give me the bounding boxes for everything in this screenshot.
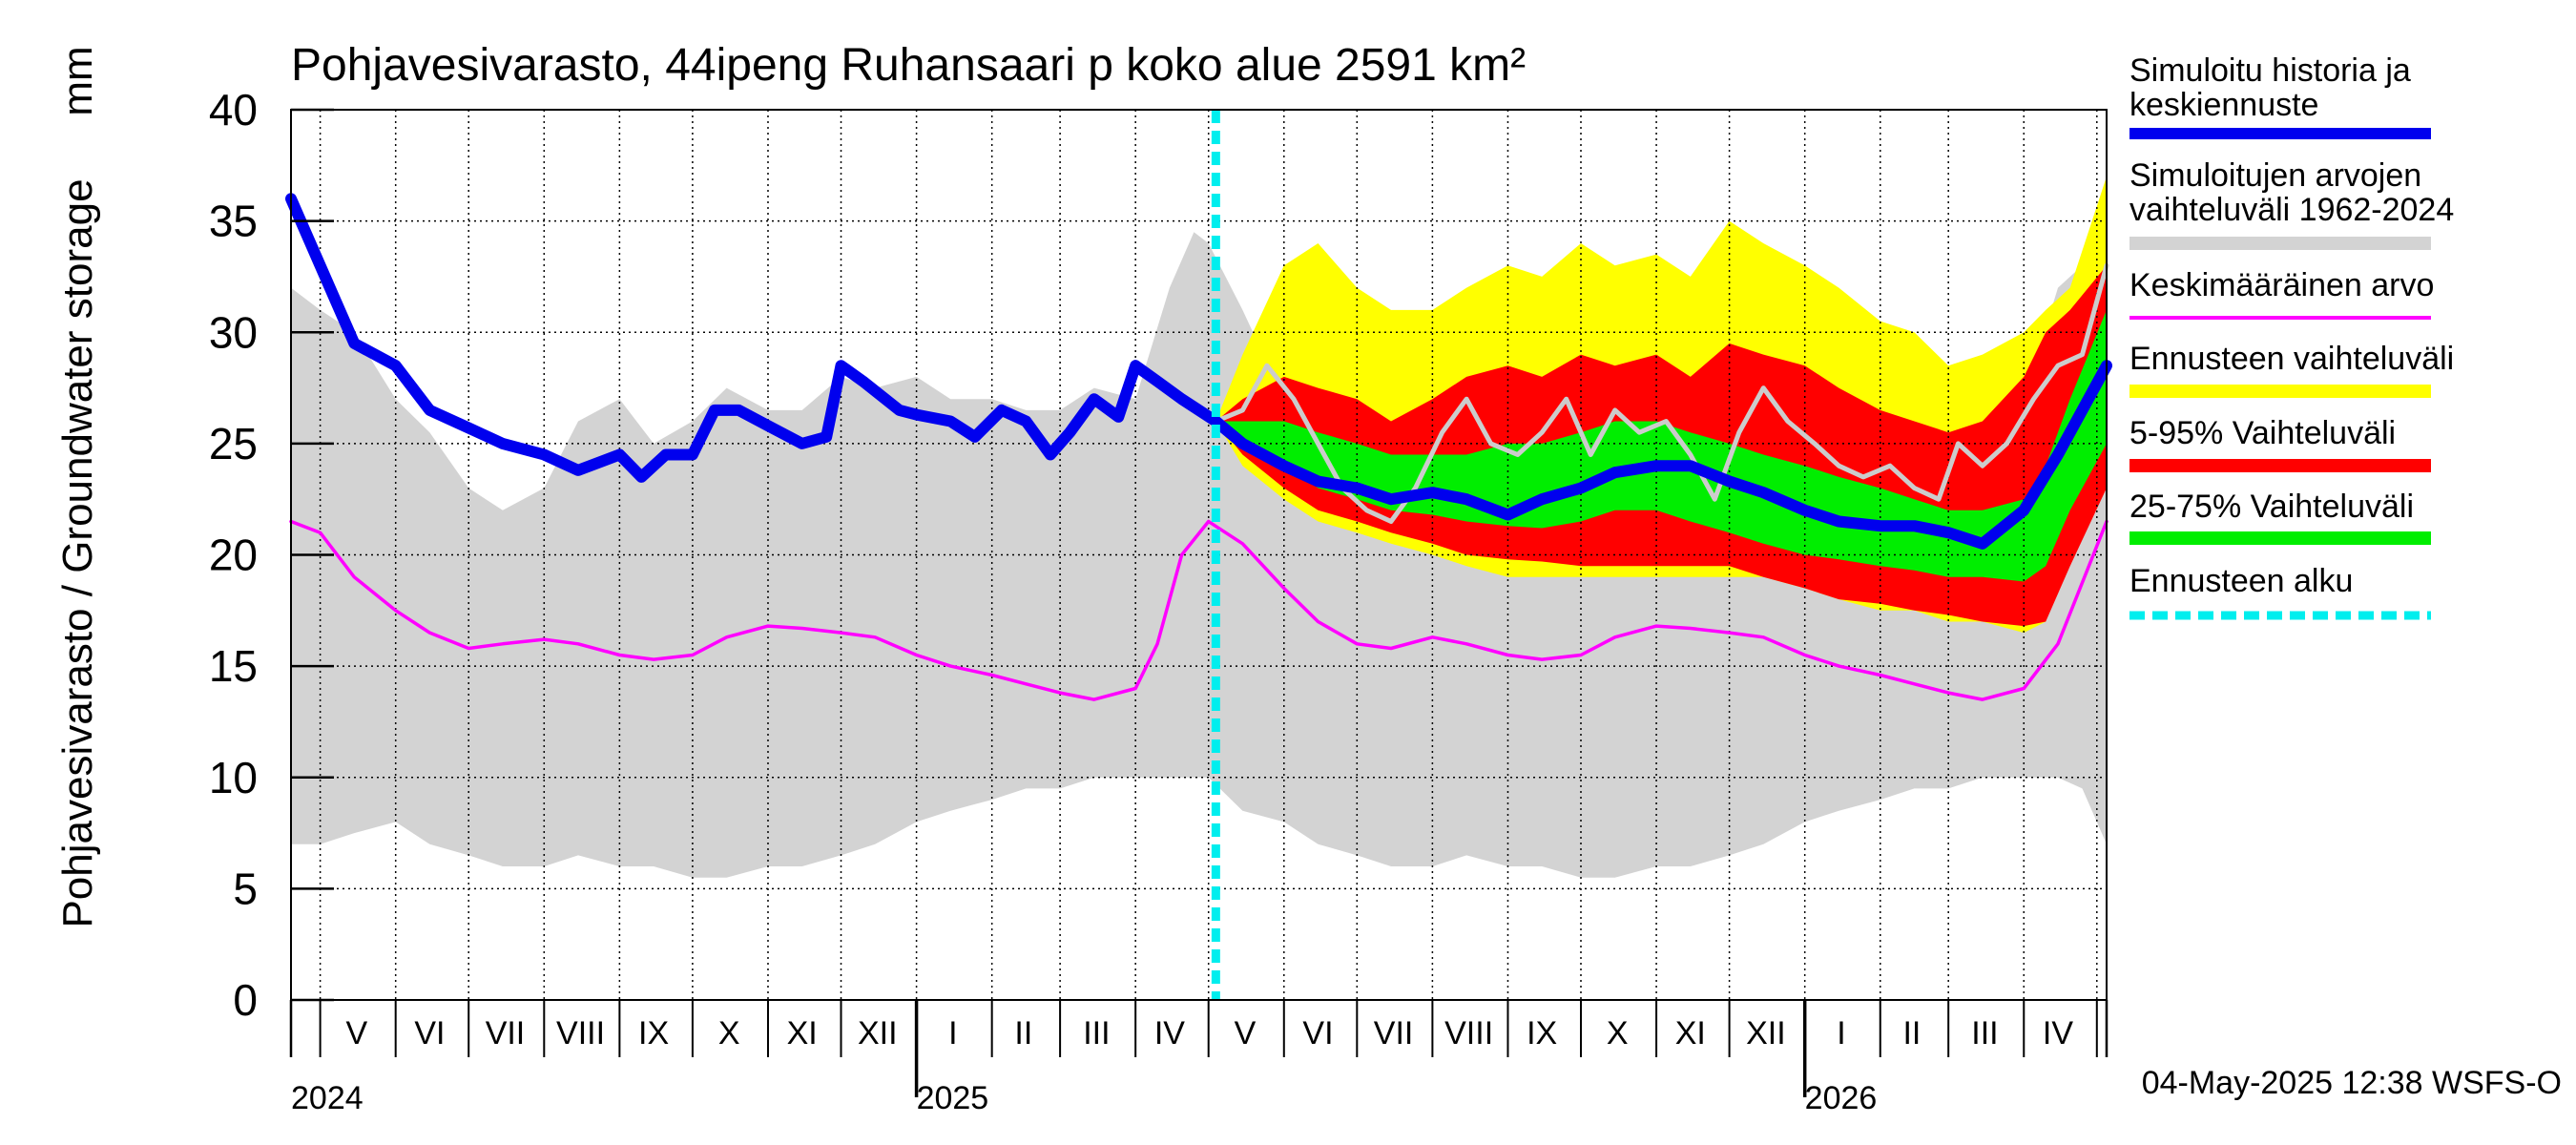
average-line — [289, 519, 2109, 701]
mean-forecast-line — [285, 193, 2112, 550]
x-month-label: VI — [1302, 1015, 1333, 1051]
x-month-label: III — [1971, 1015, 1998, 1051]
y-tick-label: 0 — [233, 975, 258, 1025]
x-month-label: XI — [787, 1015, 818, 1051]
legend-label: Simuloitu historia ja keskiennuste — [2129, 52, 2411, 123]
legend-label: Simuloitujen arvojen vaihteluväli 1962-20… — [2129, 157, 2454, 228]
x-year-label: 2024 — [291, 1080, 364, 1116]
x-month-label: II — [1014, 1015, 1032, 1051]
x-month-label: VI — [414, 1015, 445, 1051]
y-tick-label: 40 — [209, 85, 258, 135]
x-month-label: IX — [638, 1015, 669, 1051]
y-tick-label: 10 — [209, 753, 258, 802]
x-month-label: V — [346, 1015, 368, 1051]
x-month-label: IV — [1154, 1015, 1185, 1051]
percentile-25-75-band — [1215, 309, 2107, 582]
legend-label: Ennusteen alku — [2129, 563, 2353, 599]
forecast-band-layer — [1215, 177, 2107, 634]
legend-label: Ennusteen vaihteluväli — [2129, 341, 2454, 377]
y-tick-label: 5 — [233, 864, 258, 913]
x-month-label: XI — [1675, 1015, 1706, 1051]
x-month-label: I — [948, 1015, 957, 1051]
x-month-label: IV — [2043, 1015, 2073, 1051]
legend-label: 5-95% Vaihteluväli — [2129, 415, 2396, 451]
y-tick-label: 30 — [209, 307, 258, 357]
x-month-label: VII — [1374, 1015, 1414, 1051]
sample-trace-line — [1213, 262, 2109, 524]
x-month-label: X — [718, 1015, 740, 1051]
x-month-label: VIII — [1444, 1015, 1493, 1051]
x-month-label: VII — [486, 1015, 526, 1051]
chart-title: Pohjavesivarasto, 44ipeng Ruhansaari p k… — [291, 40, 1526, 91]
y-tick-label: 15 — [209, 641, 258, 691]
x-month-label: XII — [1746, 1015, 1786, 1051]
legend-label: 25-75% Vaihteluväli — [2129, 489, 2414, 525]
x-month-label: VIII — [556, 1015, 605, 1051]
legend-label: Keskimääräinen arvo — [2129, 267, 2434, 303]
y-tick-label: 25 — [209, 419, 258, 468]
y-tick-label: 20 — [209, 531, 258, 580]
x-year-label: 2025 — [917, 1080, 989, 1116]
x-year-label: 2026 — [1805, 1080, 1878, 1116]
x-month-label: V — [1235, 1015, 1257, 1051]
x-month-label: I — [1837, 1015, 1845, 1051]
historical-range-layer — [291, 232, 2107, 878]
footer-timestamp: 04-May-2025 12:38 WSFS-O — [2142, 1065, 2562, 1101]
x-month-label: III — [1083, 1015, 1110, 1051]
x-month-label: XII — [858, 1015, 898, 1051]
series-layer — [285, 193, 2112, 701]
x-month-label: X — [1607, 1015, 1629, 1051]
y-tick-label: 35 — [209, 197, 258, 246]
historical-range-band — [291, 232, 2107, 878]
y-axis-label: Pohjavesivarasto / Groundwater storage — [54, 178, 101, 927]
legend: Simuloitu historia ja keskiennuste Simuloi… — [2129, 52, 2454, 620]
x-month-label: II — [1902, 1015, 1921, 1051]
x-month-label: IX — [1527, 1015, 1557, 1051]
y-axis-unit: mm — [54, 46, 101, 115]
